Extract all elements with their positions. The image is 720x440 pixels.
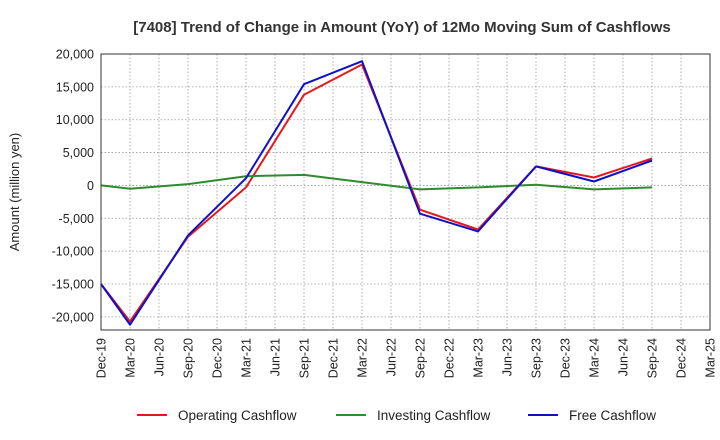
x-tick-label: Jun-23 (501, 338, 515, 376)
legend-label-investing-cashflow: Investing Cashflow (377, 408, 491, 423)
y-tick-label: 15,000 (56, 80, 94, 94)
y-tick-label: 5,000 (63, 146, 94, 160)
y-tick-label: -5,000 (59, 212, 94, 226)
investing-cashflow-line (100, 173, 653, 191)
y-tick-label: 20,000 (56, 48, 94, 62)
x-tick-label: Dec-20 (211, 338, 225, 378)
y-tick-label: -20,000 (52, 310, 94, 324)
x-tick-label: Dec-23 (559, 338, 573, 378)
x-tick-label: Mar-25 (704, 338, 718, 378)
free-cashflow-line (100, 60, 653, 326)
x-tick-label: Jun-20 (153, 338, 167, 376)
x-tick-label: Dec-21 (327, 338, 341, 378)
x-tick-label: Jun-22 (385, 338, 399, 376)
y-tick-label: -15,000 (52, 278, 94, 292)
legend-label-free-cashflow: Free Cashflow (569, 408, 656, 423)
x-tick-label: Jun-21 (269, 338, 283, 376)
series-lines (100, 60, 653, 326)
x-tick-label: Sep-20 (182, 338, 196, 378)
y-axis-label: Amount (million yen) (7, 133, 22, 252)
x-tick-label: Dec-24 (675, 338, 689, 378)
plot-frame (100, 53, 711, 331)
x-tick-label: Jun-24 (617, 338, 631, 376)
x-tick-label: Mar-21 (240, 338, 254, 378)
operating-cashflow-line (100, 63, 653, 323)
x-tick-label: Sep-22 (414, 338, 428, 378)
x-tick-label: Sep-23 (530, 338, 544, 378)
chart-title: [7408] Trend of Change in Amount (YoY) o… (133, 19, 671, 36)
x-tick-label: Dec-22 (443, 338, 457, 378)
y-tick-label: 10,000 (56, 113, 94, 127)
x-tick-label: Sep-24 (646, 338, 660, 378)
x-tick-label: Dec-19 (95, 338, 109, 378)
legend-label-operating-cashflow: Operating Cashflow (178, 408, 297, 423)
legend: Operating Cashflow Investing Cashflow Free… (137, 408, 656, 423)
grid-lines (100, 53, 711, 330)
x-tick-label: Mar-23 (472, 338, 486, 378)
x-tick-label: Sep-21 (298, 338, 312, 378)
y-tick-label: 0 (87, 179, 94, 193)
y-tick-label: -10,000 (52, 245, 94, 259)
x-axis-ticks: Dec-19 Mar-20 Jun-20 Sep-20 Dec-20 Mar-21 Jun-… (95, 338, 718, 378)
x-tick-label: Mar-22 (356, 338, 370, 378)
y-axis-ticks: 20,000 15,000 10,000 5,000 0 -5,000 -10,000 -15… (52, 48, 94, 325)
x-tick-label: Mar-20 (124, 338, 138, 378)
x-tick-label: Mar-24 (588, 338, 602, 378)
